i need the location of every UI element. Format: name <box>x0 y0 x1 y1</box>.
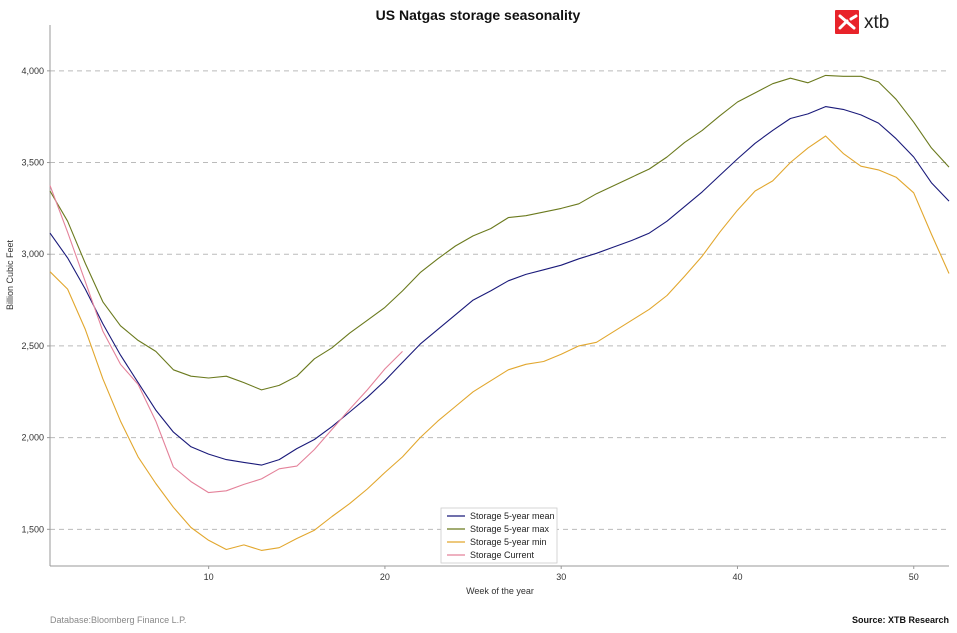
y-tick-label: 1,500 <box>21 524 44 534</box>
xtb-logo-text: xtb <box>864 12 889 33</box>
legend-label-storage-current: Storage Current <box>470 550 535 560</box>
series-line-storage-5-year-max <box>49 74 950 391</box>
x-tick-label: 10 <box>204 572 214 582</box>
source-note: Source: XTB Research <box>852 615 949 625</box>
series-line-storage-5-year-mean <box>49 106 950 466</box>
database-note: Database:Bloomberg Finance L.P. <box>50 615 186 625</box>
xtb-logo-x-icon <box>838 14 858 30</box>
series-line-storage-5-year-min <box>49 135 950 551</box>
chart-title: US Natgas storage seasonality <box>376 7 581 23</box>
legend: Storage 5-year mean Storage 5-year max Sto… <box>440 507 558 564</box>
axes <box>49 25 949 567</box>
y-tick-label: 2,000 <box>21 433 44 443</box>
legend-label-storage-5-year-mean: Storage 5-year mean <box>470 511 555 521</box>
xtb-logo: xtb <box>835 10 889 34</box>
x-axis-label: Week of the year <box>466 586 534 596</box>
legend-label-storage-5-year-max: Storage 5-year max <box>470 524 550 534</box>
y-ticks: 1,500 2,000 2,500 3,000 3,500 4,000 <box>21 66 50 534</box>
x-tick-label: 20 <box>380 572 390 582</box>
x-tick-label: 40 <box>732 572 742 582</box>
x-tick-label: 50 <box>909 572 919 582</box>
x-tick-label: 30 <box>556 572 566 582</box>
series-line-storage-current <box>49 185 403 494</box>
y-tick-label: 3,500 <box>21 158 44 168</box>
y-tick-label: 2,500 <box>21 341 44 351</box>
legend-label-storage-5-year-min: Storage 5-year min <box>470 537 547 547</box>
x-ticks: 10 20 30 40 50 <box>204 566 919 582</box>
series-lines <box>49 74 950 551</box>
legend-box <box>440 507 558 564</box>
grid-lines <box>50 70 949 530</box>
y-axis-label: Billion Cubic Feet <box>5 239 15 310</box>
y-tick-label: 4,000 <box>21 66 44 76</box>
y-tick-label: 3,000 <box>21 249 44 259</box>
